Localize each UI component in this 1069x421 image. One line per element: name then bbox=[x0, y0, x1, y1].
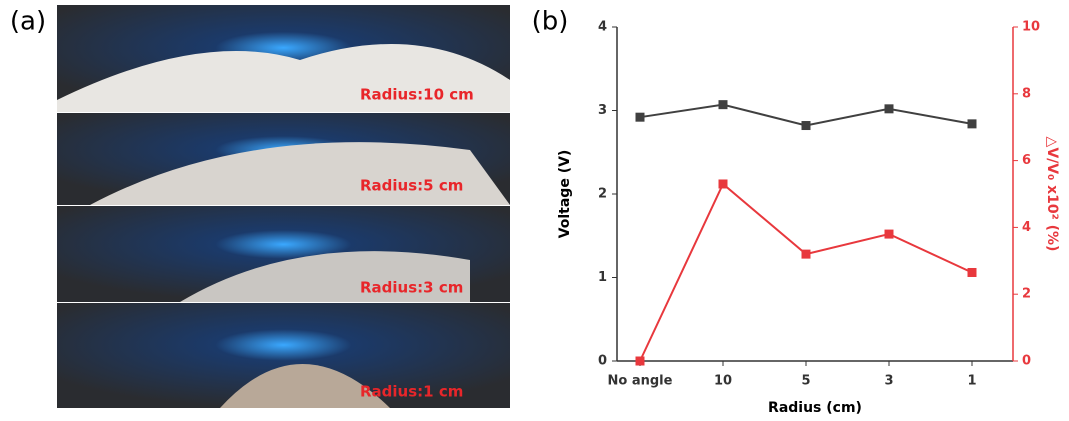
panel-label: (b) bbox=[532, 7, 569, 37]
series-line bbox=[640, 184, 972, 361]
y2-tick-label: 8 bbox=[1022, 86, 1031, 101]
marker bbox=[636, 357, 645, 366]
marker bbox=[719, 179, 728, 188]
marker bbox=[885, 104, 894, 113]
marker bbox=[968, 268, 977, 277]
photo-label: Radius:1 cm bbox=[360, 383, 463, 401]
marker bbox=[802, 121, 811, 130]
x-axis-title: Radius (cm) bbox=[768, 400, 862, 416]
y2-tick-label: 2 bbox=[1022, 287, 1031, 302]
x-tick-label: No angle bbox=[608, 374, 673, 389]
y-axis-title: Voltage (V) bbox=[557, 150, 573, 239]
marker bbox=[885, 230, 894, 239]
y-tick-label: 3 bbox=[598, 103, 607, 118]
y2-tick-label: 0 bbox=[1022, 354, 1031, 369]
y2-tick-label: 6 bbox=[1022, 153, 1031, 168]
x-tick-label: 1 bbox=[967, 374, 976, 389]
x-tick-label: 10 bbox=[714, 374, 732, 389]
y-tick-label: 0 bbox=[598, 354, 607, 369]
figure: (a) Radius:10 cm Radius:5 cm Radius:3 cm… bbox=[0, 0, 1069, 421]
y-tick-label: 4 bbox=[598, 20, 607, 35]
photo-label: Radius:3 cm bbox=[360, 279, 463, 297]
marker bbox=[636, 113, 645, 122]
marker bbox=[802, 250, 811, 259]
marker bbox=[719, 100, 728, 109]
x-tick-label: 5 bbox=[801, 374, 810, 389]
photo-label: Radius:5 cm bbox=[360, 177, 463, 195]
y-tick-label: 1 bbox=[598, 270, 607, 285]
x-tick-label: 3 bbox=[884, 374, 893, 389]
y-tick-label: 2 bbox=[598, 187, 607, 202]
y2-axis-title: △V/V₀ x10² (%) bbox=[1044, 137, 1060, 252]
y2-tick-label: 10 bbox=[1022, 20, 1040, 35]
photo-label: Radius:10 cm bbox=[360, 86, 474, 104]
photos: Radius:10 cm Radius:5 cm Radius:3 cm Rad… bbox=[57, 5, 510, 408]
panel-label: (a) bbox=[10, 7, 46, 37]
y2-tick-label: 4 bbox=[1022, 220, 1031, 235]
marker bbox=[968, 119, 977, 128]
chart: 0 1 2 3 4 0 2 4 6 8 10 No angle 10 5 3 1 Radius (cm) Volt… bbox=[557, 20, 1060, 417]
